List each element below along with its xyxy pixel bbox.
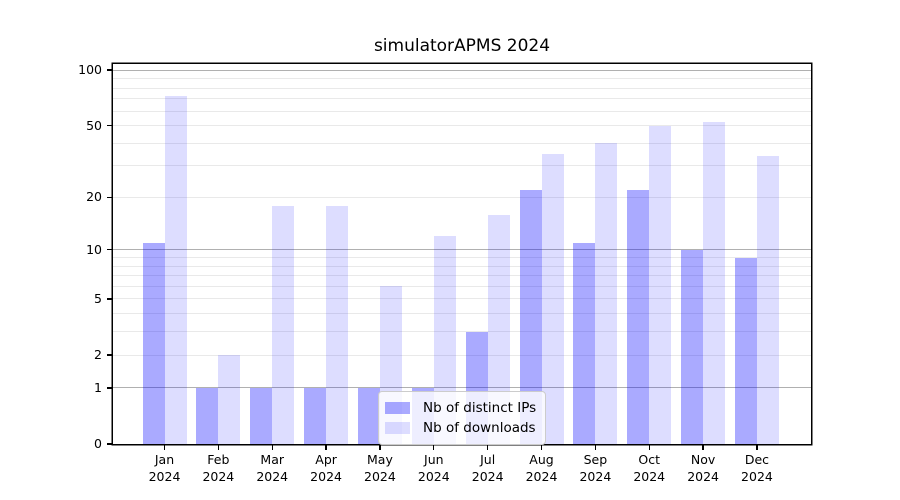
gridline-minor (113, 165, 811, 167)
bar-downloads-mar (272, 205, 295, 444)
x-tick-label: Jun 2024 (417, 452, 450, 484)
gridline-minor (113, 313, 811, 315)
bar-downloads-aug (541, 153, 564, 444)
x-tick (271, 445, 273, 450)
legend: Nb of distinct IPs Nb of downloads (378, 391, 546, 445)
gridline-minor (113, 256, 811, 258)
gridline-minor (113, 354, 811, 356)
y-tick (106, 124, 112, 127)
x-tick (325, 445, 327, 450)
y-tick-label: 0 (94, 436, 102, 451)
legend-swatch-distinct-ips (385, 402, 410, 414)
y-tick (106, 443, 112, 445)
x-tick-label: Oct 2024 (633, 452, 666, 484)
bar-downloads-jan (164, 96, 187, 444)
bar-downloads-jul (487, 214, 510, 444)
x-tick-label: Aug 2024 (525, 452, 558, 484)
x-tick (540, 445, 543, 450)
bar-downloads-dec (756, 156, 779, 444)
legend-swatch-downloads (385, 422, 410, 434)
x-tick (594, 445, 597, 450)
plot-area (113, 64, 811, 444)
x-tick (486, 445, 489, 450)
gridline-minor (113, 331, 811, 333)
y-tick (106, 196, 112, 199)
gridline-major (113, 249, 811, 251)
y-tick-label: 1 (94, 379, 102, 395)
x-tick (648, 445, 650, 450)
y-tick (106, 387, 112, 389)
x-tick (433, 445, 435, 450)
x-tick (163, 445, 166, 450)
gridline-minor (113, 196, 811, 198)
gridline-minor (113, 110, 811, 112)
gridline-minor (113, 87, 811, 89)
y-tick-label: 10 (86, 241, 102, 257)
bar-distinct-ips-jan (142, 242, 165, 444)
bar-distinct-ips-aug (519, 190, 542, 444)
legend-item-distinct-ips: Nb of distinct IPs (385, 398, 537, 418)
gridline-minor (113, 285, 811, 287)
bar-distinct-ips-sep (573, 242, 596, 444)
legend-item-downloads: Nb of downloads (385, 418, 537, 438)
bar-downloads-sep (595, 143, 618, 444)
gridline-minor (113, 275, 811, 277)
y-tick (106, 354, 112, 356)
x-tick-label: Jan 2024 (148, 452, 181, 484)
y-tick-label: 2 (94, 347, 102, 362)
bar-distinct-ips-dec (734, 257, 757, 444)
x-tick-label: May 2024 (364, 452, 396, 484)
y-tick (106, 298, 112, 300)
legend-label-distinct-ips: Nb of distinct IPs (423, 400, 537, 416)
bar-distinct-ips-nov (681, 249, 704, 444)
gridline-minor (113, 78, 811, 80)
bar-distinct-ips-oct (627, 190, 650, 444)
bar-distinct-ips-may (357, 387, 380, 444)
gridline-major (113, 69, 811, 71)
y-tick-label: 5 (94, 290, 102, 306)
x-tick-label: Nov 2024 (687, 452, 719, 484)
y-tick (106, 69, 112, 71)
x-tick-label: Jul 2024 (471, 452, 504, 484)
gridline-minor (113, 298, 811, 300)
gridline-major (113, 387, 811, 389)
bar-distinct-ips-apr (304, 387, 327, 444)
x-tick-label: Feb 2024 (202, 452, 235, 484)
y-tick-label: 100 (78, 62, 102, 78)
bar-downloads-nov (703, 122, 726, 444)
bar-distinct-ips-feb (196, 387, 219, 444)
x-tick-label: Apr 2024 (310, 452, 342, 484)
legend-label-downloads: Nb of downloads (423, 420, 536, 436)
x-tick (702, 445, 704, 450)
bar-downloads-oct (649, 125, 672, 444)
x-tick-label: Mar 2024 (256, 452, 289, 484)
x-tick (379, 445, 381, 450)
chart-title: simulatorAPMS 2024 (373, 36, 551, 56)
gridline-minor (113, 125, 811, 127)
y-tick-label: 50 (86, 117, 102, 133)
gridline-minor (113, 142, 811, 144)
y-tick (106, 249, 112, 251)
bar-downloads-feb (218, 355, 241, 444)
gridline-minor (113, 265, 811, 267)
gridline-minor (113, 98, 811, 100)
x-tick-label: Dec 2024 (741, 452, 773, 484)
x-tick (217, 445, 220, 450)
bar-downloads-apr (326, 205, 349, 444)
x-tick (756, 445, 758, 450)
bar-distinct-ips-mar (250, 387, 273, 444)
y-tick-label: 20 (86, 189, 102, 205)
x-tick-label: Sep 2024 (579, 452, 612, 484)
